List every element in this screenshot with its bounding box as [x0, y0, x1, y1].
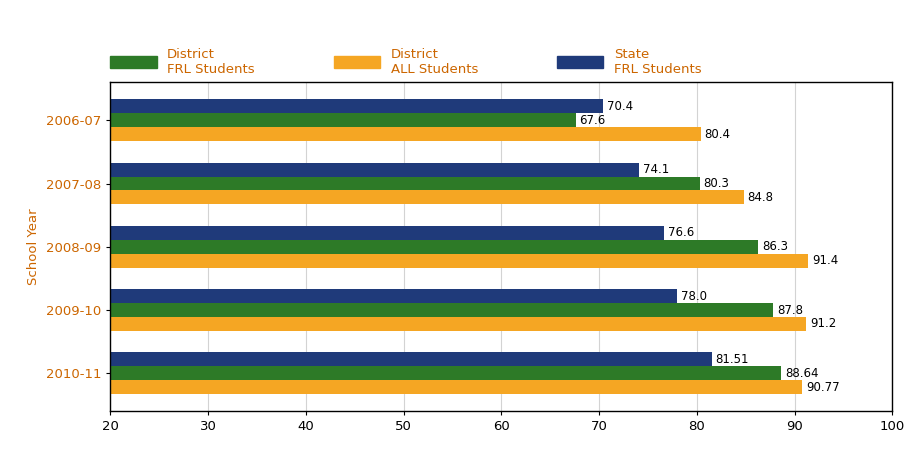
Text: 84.8: 84.8 — [747, 191, 773, 204]
Bar — [110, 289, 676, 303]
Bar — [110, 176, 699, 191]
Bar — [110, 317, 805, 331]
Bar — [110, 99, 603, 113]
Bar — [110, 226, 663, 240]
Text: 91.2: 91.2 — [810, 318, 835, 330]
Text: 87.8: 87.8 — [777, 303, 802, 317]
Text: 91.4: 91.4 — [811, 254, 837, 267]
Text: 86.3: 86.3 — [762, 240, 788, 253]
Text: 67.6: 67.6 — [579, 114, 606, 127]
Text: 74.1: 74.1 — [642, 163, 669, 176]
Bar — [110, 113, 575, 127]
Bar — [110, 367, 780, 380]
Bar — [110, 127, 700, 141]
Bar — [110, 240, 757, 254]
Y-axis label: School Year: School Year — [28, 208, 40, 285]
Text: 80.3: 80.3 — [703, 177, 729, 190]
Text: 81.51: 81.51 — [715, 353, 748, 366]
Bar — [110, 380, 801, 394]
Text: 90.77: 90.77 — [805, 381, 839, 394]
Bar — [110, 254, 808, 268]
Text: 78.0: 78.0 — [680, 290, 707, 303]
Bar — [110, 352, 711, 367]
Text: 70.4: 70.4 — [607, 100, 632, 113]
Text: 88.64: 88.64 — [785, 367, 818, 380]
Legend: District
FRL Students, District
ALL Students, State
FRL Students: District FRL Students, District ALL Stud… — [110, 48, 701, 76]
Text: 80.4: 80.4 — [704, 128, 730, 141]
Text: 76.6: 76.6 — [667, 226, 693, 239]
Bar — [110, 163, 639, 176]
Bar — [110, 191, 743, 204]
Bar — [110, 303, 772, 317]
